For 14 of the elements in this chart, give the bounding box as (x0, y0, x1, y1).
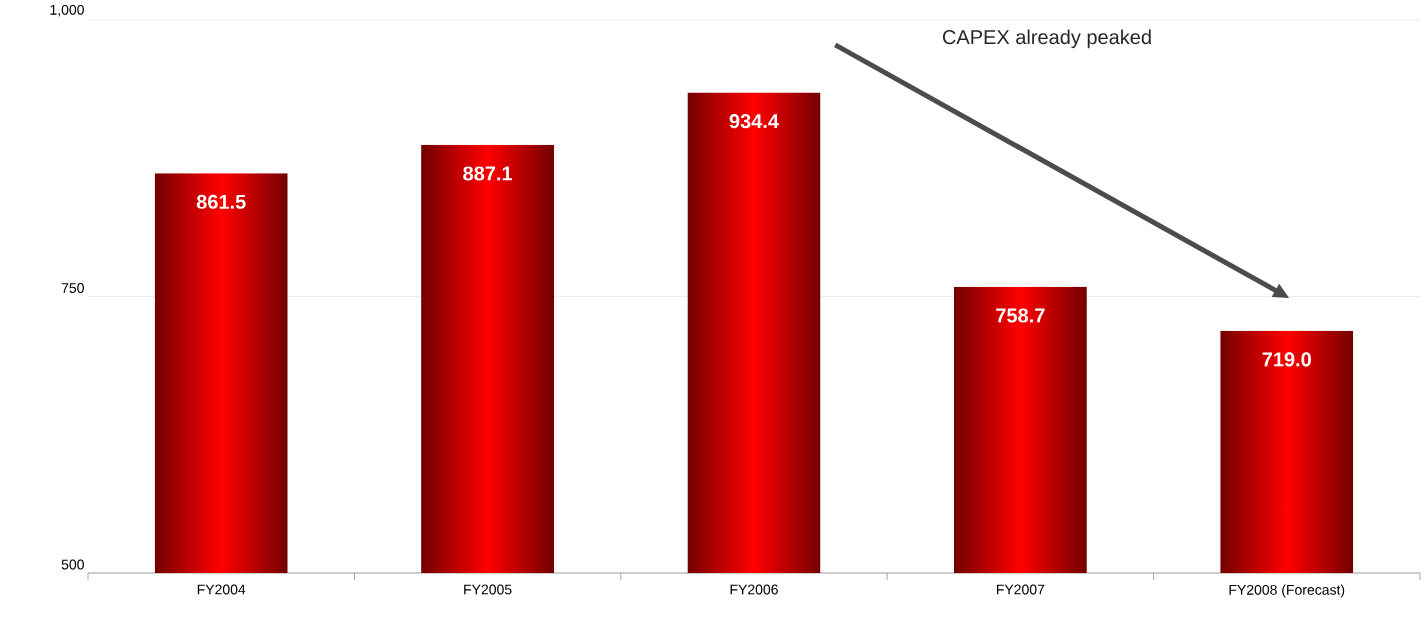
data-label: 861.5 (196, 194, 246, 209)
data-label: 758.7 (996, 308, 1045, 323)
y-tick-label: 500 (61, 559, 84, 570)
annotation: CAPEX already peaked (942, 29, 1151, 49)
data-label: 887.1 (463, 166, 513, 181)
y-tick-label: 750 (61, 283, 84, 293)
data-label: 934.4 (729, 114, 779, 129)
x-tick-label: FY2006 (730, 584, 778, 595)
y-tick-label: 1,000 (50, 4, 84, 17)
x-tick-label: FY2008 (Forecast) (1229, 584, 1345, 598)
x-tick-label: FY2004 (197, 584, 246, 595)
data-label: 719.0 (1262, 352, 1311, 367)
x-tick-label: FY2005 (464, 584, 512, 595)
x-tick-label: FY2007 (996, 584, 1045, 595)
